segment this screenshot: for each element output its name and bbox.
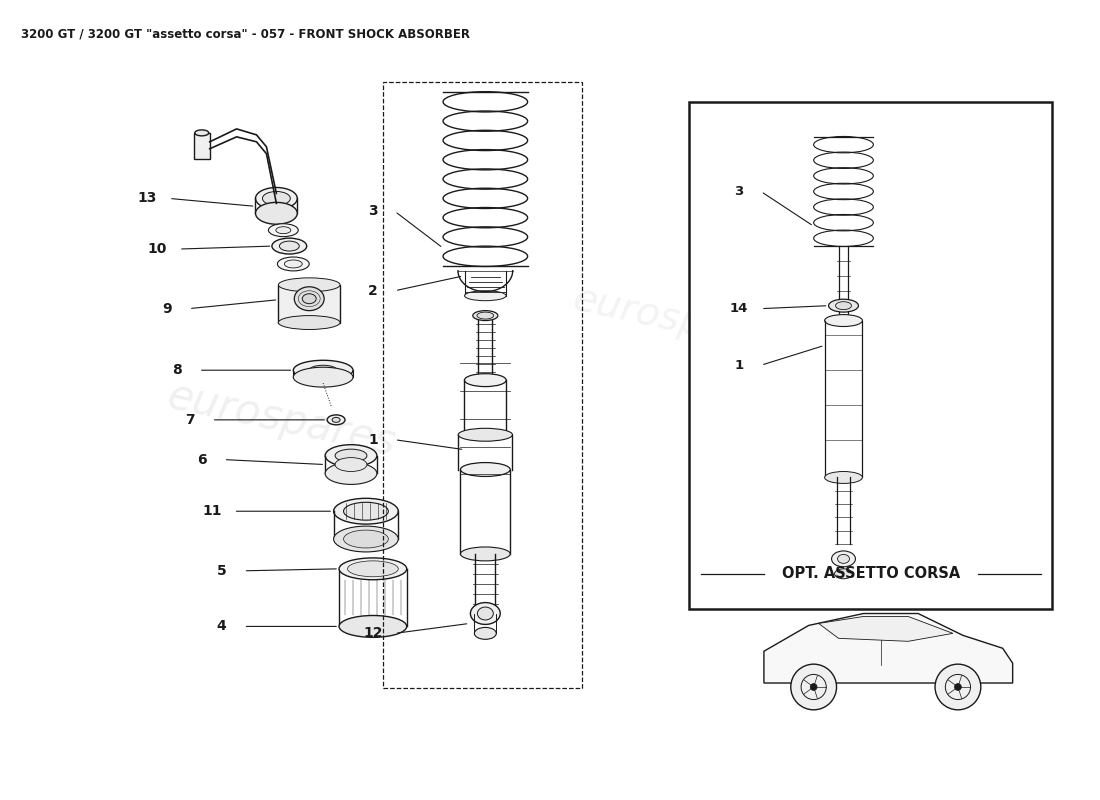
Text: 10: 10 xyxy=(147,242,167,256)
Ellipse shape xyxy=(832,551,856,567)
Text: 14: 14 xyxy=(730,302,748,315)
Text: 1: 1 xyxy=(735,358,744,372)
Ellipse shape xyxy=(333,526,398,552)
Ellipse shape xyxy=(477,312,494,319)
Ellipse shape xyxy=(255,202,297,224)
Ellipse shape xyxy=(825,471,862,483)
Ellipse shape xyxy=(339,615,407,638)
Ellipse shape xyxy=(828,299,858,312)
Text: 9: 9 xyxy=(162,302,172,316)
Ellipse shape xyxy=(295,286,324,310)
Ellipse shape xyxy=(343,530,388,548)
Polygon shape xyxy=(763,614,1013,683)
Ellipse shape xyxy=(473,310,498,321)
Ellipse shape xyxy=(836,302,851,310)
Bar xyxy=(194,133,210,158)
Ellipse shape xyxy=(837,554,849,563)
Text: 12: 12 xyxy=(363,626,383,640)
Ellipse shape xyxy=(471,602,501,625)
Ellipse shape xyxy=(268,224,298,237)
Text: 4: 4 xyxy=(217,619,227,634)
Bar xyxy=(278,285,340,322)
Ellipse shape xyxy=(309,366,337,375)
Text: eurospares: eurospares xyxy=(569,279,790,362)
Text: 8: 8 xyxy=(172,363,182,378)
Ellipse shape xyxy=(263,191,290,206)
Ellipse shape xyxy=(326,462,377,485)
Ellipse shape xyxy=(277,257,309,271)
Ellipse shape xyxy=(302,294,316,304)
Ellipse shape xyxy=(825,314,862,326)
Text: eurospares: eurospares xyxy=(163,375,399,465)
Ellipse shape xyxy=(278,315,340,330)
Ellipse shape xyxy=(461,547,510,561)
Text: 5: 5 xyxy=(217,564,227,578)
Ellipse shape xyxy=(461,462,510,477)
Text: 2: 2 xyxy=(368,284,377,298)
Text: 3: 3 xyxy=(735,185,744,198)
Text: 11: 11 xyxy=(202,504,221,518)
Ellipse shape xyxy=(276,226,290,234)
Ellipse shape xyxy=(272,238,307,254)
Ellipse shape xyxy=(339,558,407,580)
Text: 7: 7 xyxy=(185,413,195,427)
Ellipse shape xyxy=(294,360,353,380)
Ellipse shape xyxy=(255,187,297,210)
Ellipse shape xyxy=(278,278,340,292)
Text: 3: 3 xyxy=(368,204,377,218)
Bar xyxy=(383,82,582,688)
Ellipse shape xyxy=(464,290,506,301)
Circle shape xyxy=(791,664,836,710)
Ellipse shape xyxy=(477,607,493,620)
Text: OPT. ASSETTO CORSA: OPT. ASSETTO CORSA xyxy=(782,566,960,582)
Text: 13: 13 xyxy=(138,191,156,206)
Circle shape xyxy=(811,683,817,690)
Ellipse shape xyxy=(332,418,340,422)
Ellipse shape xyxy=(294,367,353,387)
Ellipse shape xyxy=(284,260,302,268)
Text: 3200 GT / 3200 GT "assetto corsa" - 057 - FRONT SHOCK ABSORBER: 3200 GT / 3200 GT "assetto corsa" - 057 … xyxy=(21,28,470,41)
Ellipse shape xyxy=(459,428,513,442)
Ellipse shape xyxy=(333,498,398,524)
Ellipse shape xyxy=(343,502,388,520)
Circle shape xyxy=(955,683,961,690)
Text: 1: 1 xyxy=(368,433,377,446)
Bar xyxy=(690,102,1053,609)
Circle shape xyxy=(935,664,981,710)
Ellipse shape xyxy=(326,445,377,466)
Ellipse shape xyxy=(195,130,209,136)
Ellipse shape xyxy=(327,415,345,425)
Ellipse shape xyxy=(464,374,506,386)
Ellipse shape xyxy=(279,241,299,251)
Polygon shape xyxy=(818,617,953,642)
Ellipse shape xyxy=(348,561,398,577)
Text: 6: 6 xyxy=(197,453,207,466)
Ellipse shape xyxy=(835,569,852,578)
Ellipse shape xyxy=(336,458,367,471)
Ellipse shape xyxy=(336,449,367,462)
Ellipse shape xyxy=(474,627,496,639)
